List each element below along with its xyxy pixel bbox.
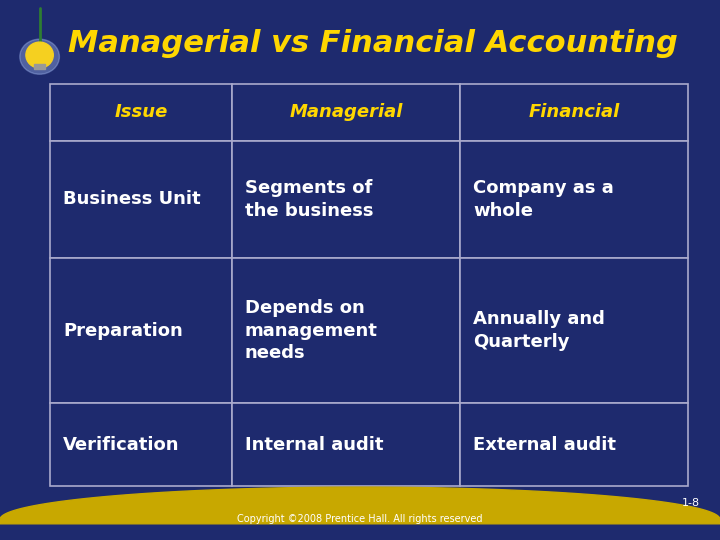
Bar [50,84,232,141]
Bar [34,64,45,69]
Text: Managerial vs Financial Accounting: Managerial vs Financial Accounting [68,29,678,58]
Text: 1-8: 1-8 [682,498,700,508]
Text: Company as a
whole: Company as a whole [473,179,614,220]
Bar [460,258,688,403]
Bar [50,141,232,258]
Text: Internal audit: Internal audit [245,436,384,454]
Bar [50,403,232,486]
Text: Financial: Financial [528,103,619,122]
Text: Managerial: Managerial [289,103,402,122]
Text: Copyright ©2008 Prentice Hall. All rights reserved: Copyright ©2008 Prentice Hall. All right… [238,515,482,524]
Bar [232,84,460,141]
Text: Depends on
management
needs: Depends on management needs [245,299,378,362]
Text: External audit: External audit [473,436,616,454]
Text: Segments of
the business: Segments of the business [245,179,374,220]
Text: Annually and
Quarterly: Annually and Quarterly [473,310,605,351]
Bar [460,84,688,141]
Text: Business Unit: Business Unit [63,190,201,208]
Text: Issue: Issue [114,103,168,122]
Bar [232,258,460,403]
Ellipse shape [19,39,60,74]
Bar [460,403,688,486]
Bar [50,258,232,403]
Ellipse shape [26,42,53,68]
Bar [460,141,688,258]
Bar [232,141,460,258]
Text: Verification: Verification [63,436,180,454]
Text: Preparation: Preparation [63,321,183,340]
Bar [232,403,460,486]
